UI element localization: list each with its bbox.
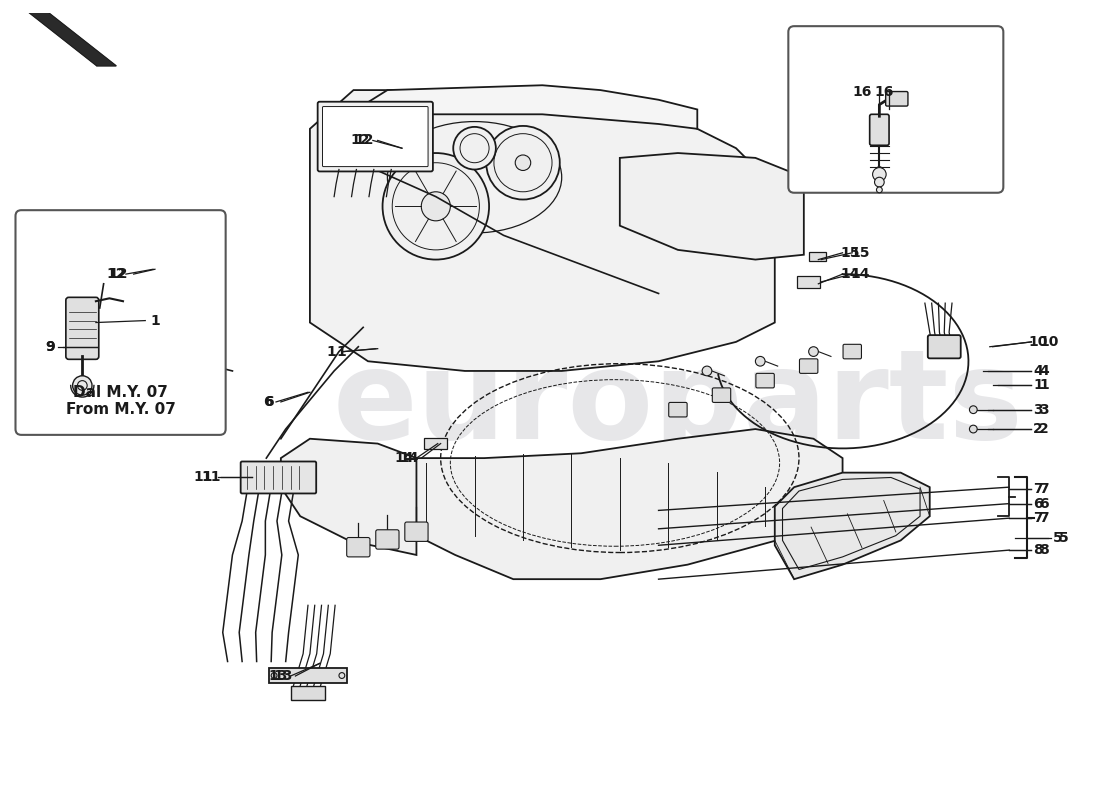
Text: 1: 1 (1040, 378, 1049, 393)
Polygon shape (29, 13, 117, 66)
FancyBboxPatch shape (322, 106, 428, 166)
Text: 15: 15 (850, 246, 870, 260)
FancyBboxPatch shape (800, 359, 818, 374)
Polygon shape (349, 86, 697, 129)
Text: 6: 6 (264, 395, 273, 409)
FancyBboxPatch shape (756, 374, 774, 388)
Circle shape (73, 376, 92, 395)
FancyBboxPatch shape (886, 91, 907, 106)
Text: 14: 14 (840, 267, 860, 281)
FancyBboxPatch shape (241, 462, 316, 494)
Text: 7: 7 (1033, 482, 1043, 496)
Circle shape (756, 357, 766, 366)
Bar (425, 438, 448, 450)
FancyBboxPatch shape (843, 344, 861, 359)
Polygon shape (280, 438, 417, 555)
FancyBboxPatch shape (376, 530, 399, 549)
Circle shape (877, 166, 882, 173)
Text: 12: 12 (107, 267, 125, 281)
Text: 7: 7 (1040, 482, 1048, 496)
Circle shape (515, 155, 530, 170)
Text: 3: 3 (1040, 402, 1048, 417)
Text: 12: 12 (351, 134, 370, 147)
Circle shape (383, 153, 490, 259)
Text: 1: 1 (327, 345, 337, 358)
Text: 11: 11 (194, 470, 213, 485)
FancyBboxPatch shape (669, 402, 688, 417)
Text: 1: 1 (336, 345, 345, 358)
FancyBboxPatch shape (346, 538, 370, 557)
Text: 12: 12 (109, 267, 128, 281)
Text: 6: 6 (1033, 497, 1043, 510)
Text: 5: 5 (1058, 530, 1068, 545)
FancyBboxPatch shape (66, 298, 99, 359)
Text: 6: 6 (1040, 497, 1048, 510)
Text: 4: 4 (1040, 364, 1049, 378)
Text: 13: 13 (268, 669, 287, 683)
Bar (808, 252, 826, 261)
Circle shape (421, 192, 450, 221)
Polygon shape (619, 153, 804, 259)
Bar (798, 276, 821, 288)
Text: 3: 3 (1033, 402, 1043, 417)
Text: 5: 5 (1053, 530, 1063, 545)
Text: 7: 7 (1040, 511, 1048, 525)
FancyBboxPatch shape (15, 210, 225, 435)
Text: 10: 10 (1040, 335, 1058, 349)
Text: europarts: europarts (332, 344, 1023, 466)
Text: 2: 2 (1040, 422, 1049, 436)
FancyBboxPatch shape (66, 240, 166, 302)
Text: 9: 9 (45, 340, 55, 354)
FancyBboxPatch shape (405, 522, 428, 542)
Text: 1: 1 (1033, 378, 1043, 393)
Text: a passion for italian cars: a passion for italian cars (410, 299, 751, 327)
Bar (270, 668, 346, 682)
Text: 8: 8 (1040, 543, 1049, 557)
Text: 14: 14 (394, 451, 414, 465)
Text: 1: 1 (150, 314, 160, 327)
FancyBboxPatch shape (927, 335, 960, 358)
FancyBboxPatch shape (789, 26, 1003, 193)
Polygon shape (310, 90, 774, 371)
Polygon shape (377, 429, 843, 579)
FancyBboxPatch shape (60, 235, 172, 307)
Circle shape (808, 346, 818, 357)
Text: 6: 6 (264, 395, 274, 409)
Text: 16: 16 (852, 85, 871, 99)
FancyBboxPatch shape (870, 114, 889, 146)
Circle shape (486, 126, 560, 199)
Polygon shape (774, 473, 930, 579)
Text: 2: 2 (1033, 422, 1043, 436)
FancyBboxPatch shape (318, 102, 433, 171)
Text: 8: 8 (1033, 543, 1043, 557)
Text: 13: 13 (273, 669, 293, 683)
Text: 10: 10 (1028, 335, 1048, 349)
Text: 4: 4 (1033, 364, 1043, 378)
Text: 16: 16 (874, 85, 894, 99)
FancyBboxPatch shape (713, 388, 730, 402)
Circle shape (872, 167, 887, 181)
Circle shape (877, 187, 882, 193)
Circle shape (702, 366, 712, 376)
Text: Dal M.Y. 07: Dal M.Y. 07 (73, 385, 168, 400)
Text: 7: 7 (1033, 511, 1043, 525)
Circle shape (874, 178, 884, 187)
Text: 14: 14 (850, 267, 870, 281)
Circle shape (969, 425, 977, 433)
Text: 11: 11 (201, 470, 221, 485)
Text: 14: 14 (399, 451, 418, 465)
Text: From M.Y. 07: From M.Y. 07 (66, 402, 176, 417)
Text: 15: 15 (840, 246, 860, 260)
Circle shape (453, 127, 496, 170)
Circle shape (969, 406, 977, 414)
Text: 12: 12 (354, 134, 374, 147)
Text: 9: 9 (45, 340, 55, 354)
Bar (290, 686, 326, 700)
